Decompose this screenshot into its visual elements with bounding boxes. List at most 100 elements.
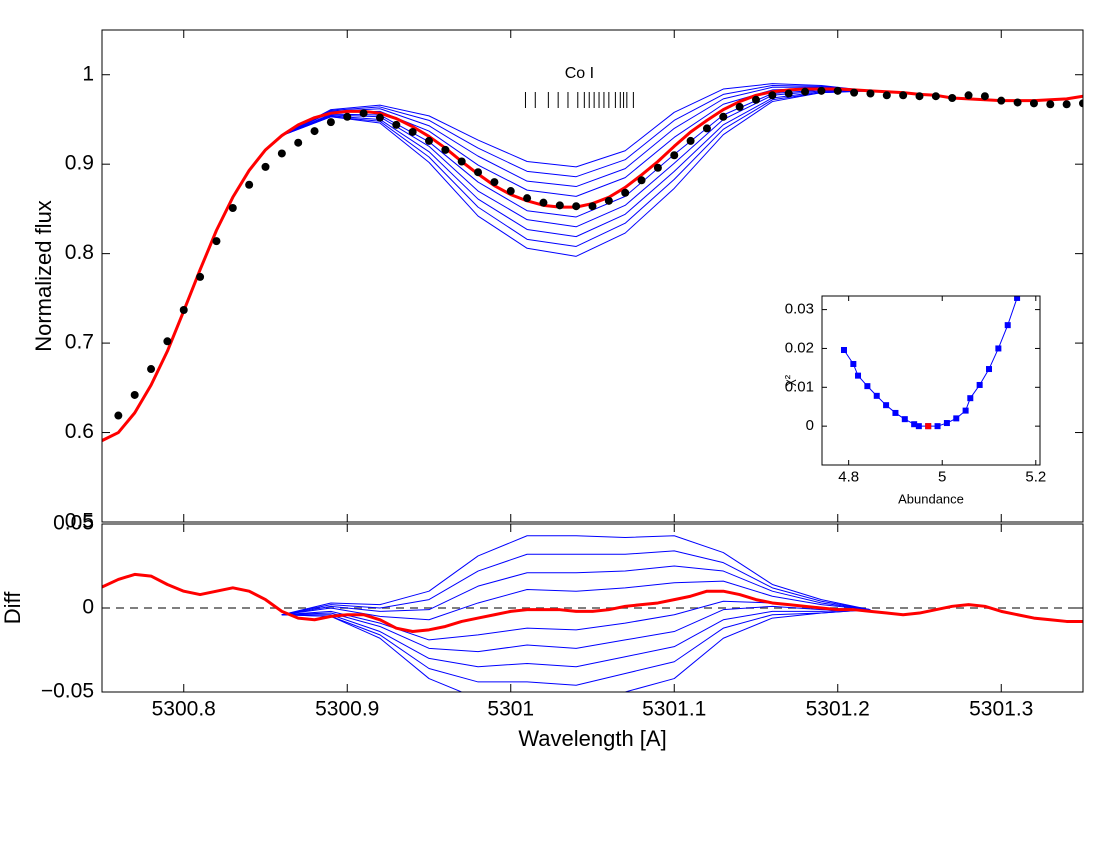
data-point [1014, 296, 1021, 301]
data-point [873, 392, 880, 399]
data-point [408, 127, 417, 136]
series-line [281, 535, 871, 616]
y-tick-label: 0.8 [65, 241, 94, 264]
panel: 0.5 0.6 0.7 0.8 0.9 1 Co I Normalized flux [31, 29, 1084, 533]
data-point [359, 109, 368, 118]
data-point [375, 113, 384, 122]
data-point [948, 93, 957, 102]
data-point [604, 196, 613, 205]
data-point [343, 112, 352, 121]
data-point [801, 87, 810, 96]
series-line [281, 90, 871, 257]
y-axis-label: Normalized flux [31, 200, 56, 352]
x-tick-label: 5301.3 [969, 697, 1033, 720]
data-point [833, 86, 842, 95]
data-point [621, 188, 630, 197]
series-line [281, 550, 871, 616]
x-tick-label: 5300.8 [152, 697, 216, 720]
series-line [281, 609, 871, 686]
y-tick-label: 0.6 [65, 420, 94, 443]
plot-area [102, 83, 1083, 442]
data-point [114, 411, 123, 420]
plot-area [102, 535, 1083, 692]
data-point [228, 204, 237, 213]
series-line [281, 86, 871, 188]
data-point [752, 95, 760, 104]
data-point [1004, 322, 1011, 329]
data-point [986, 366, 993, 373]
y-tick-label: 0.5 [65, 510, 94, 533]
data-point [326, 118, 335, 127]
x-tick-label: 5301 [487, 697, 534, 720]
data-point [915, 423, 922, 430]
data-point [637, 176, 646, 185]
data-point [179, 305, 188, 314]
annotation-label: Co I [565, 65, 594, 82]
data-point [294, 138, 303, 147]
data-point [539, 198, 548, 207]
x-tick-label: 5 [938, 469, 946, 486]
data-point [490, 178, 499, 187]
data-point [653, 163, 662, 172]
y-tick-label: 0.7 [65, 331, 94, 354]
y-tick-label: 0.05 [53, 512, 94, 535]
plot-area [840, 296, 1021, 430]
data-point [915, 92, 924, 101]
data-point [310, 127, 319, 136]
x-tick-label: 5.2 [1025, 469, 1046, 486]
data-point [1079, 99, 1083, 108]
data-point [995, 345, 1002, 352]
data-point [163, 337, 172, 346]
data-point [882, 91, 891, 100]
data-point [850, 88, 859, 97]
data-point [523, 194, 532, 203]
y-tick-label: 0.01 [785, 378, 814, 395]
data-point [261, 162, 270, 171]
data-point [980, 92, 989, 101]
data-point [883, 402, 890, 409]
data-point [392, 120, 401, 129]
series-line [281, 609, 871, 668]
data-point [962, 407, 969, 414]
data-point [784, 89, 793, 98]
y-tick-label: 0.9 [65, 152, 94, 175]
data-point [850, 360, 857, 367]
data-point [474, 168, 483, 177]
axes-frame [101, 523, 1084, 693]
data-point [245, 180, 254, 189]
data-point [901, 416, 908, 423]
data-point [147, 365, 156, 374]
y-tick-label: 1 [82, 62, 94, 85]
data-point [457, 157, 466, 166]
data-point [840, 347, 847, 354]
data-point [892, 409, 899, 416]
data-point [768, 91, 777, 100]
y-tick-label: −0.05 [41, 680, 94, 703]
data-point [277, 149, 286, 158]
data-point [1013, 98, 1022, 107]
data-point [735, 102, 744, 111]
data-point [855, 372, 862, 379]
series-line [281, 609, 871, 692]
x-axis-label: Wavelength [A] [518, 726, 666, 751]
data-point [588, 202, 597, 211]
series-line [281, 83, 871, 168]
series-line [102, 572, 1083, 634]
data-point [555, 201, 564, 210]
y-tick-label: 0.03 [785, 301, 814, 318]
data-point [196, 272, 205, 281]
x-tick-label: 5301.1 [642, 697, 706, 720]
series-line [281, 87, 871, 197]
y-tick-label: 0 [82, 596, 94, 619]
y-tick-label: 0 [806, 417, 814, 434]
data-point [899, 91, 908, 100]
panel: 0 0.01 0.02 0.03 4.8 5 5.2 χ² Abundance [781, 295, 1046, 506]
data-point [686, 136, 695, 145]
series-line [281, 84, 871, 178]
data-point [817, 86, 826, 95]
data-point [911, 421, 918, 428]
data-point [441, 145, 450, 154]
data-point [967, 395, 974, 402]
y-axis-label: χ² [781, 374, 796, 386]
